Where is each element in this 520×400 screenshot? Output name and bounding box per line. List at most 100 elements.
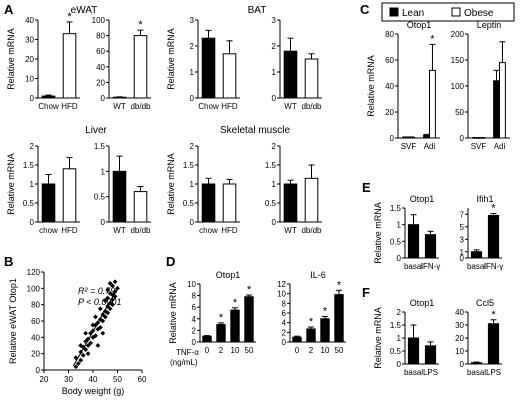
y-tick-label: 20 [455,334,464,343]
scatter-point [107,290,113,296]
chart-title: Otop1 [407,20,432,30]
chart-a-sk-gen: 0 0.5 1 1.5 2 WT db/db [265,142,322,235]
y-tick-label: 4 [192,315,197,324]
chart-a-bat-diet: 0 1 2 3 Relative mRNA Chow HFD [166,16,240,111]
significance-marker: * [337,279,342,291]
x-tick-label: 0 [205,346,210,355]
scatter-point [75,361,81,366]
chart-f-ccl5: 0 10 20 30 40 Ccl5 basal * LPS [455,298,502,377]
y-tick-label: 2 [30,142,35,151]
y-tick-label: 2 [282,328,287,337]
x-tick-label: 50 [113,375,122,384]
significance-marker: * [219,312,224,324]
scatter-point [88,340,93,346]
y-tick-label: 0 [101,218,106,227]
legend-label-lean: Lean [402,8,424,19]
r-squared: R² = 0.79 [78,286,115,296]
x-tick-label: basal [404,368,423,377]
x-tick-label: 30 [64,375,73,384]
legend-label-obese: Obese [464,8,494,19]
x-tick-label: SVF [471,142,487,151]
x-tick-label: basal [467,262,486,271]
bar [202,335,212,343]
y-tick-label: 0.5 [390,347,402,356]
y-tick-label: 4 [282,319,287,328]
y-axis-label: Relative mRNA [373,202,383,264]
bar [244,296,254,343]
bar [112,170,127,223]
chart-title: IL-6 [310,270,326,280]
y-tick-label: 3 [460,235,465,244]
legend-box [381,2,515,22]
x-tick-label: 10 [321,346,330,355]
y-tick-label: 30 [25,36,34,45]
bar [407,337,420,365]
bar [304,177,319,223]
y-tick-label: 150 [451,56,465,65]
bar [320,318,330,343]
y-tick-label: 0 [397,254,402,263]
y-tick-label: 60 [96,47,105,56]
chart-a-bat-gen: 0 1 2 3 WT db/db [272,16,323,111]
y-tick-label: 2 [190,142,195,151]
panel-label-b: B [4,254,13,269]
y-tick-label: 1 [272,180,277,189]
y-tick-label: 8 [282,299,287,308]
y-tick-label: 0 [190,218,195,227]
bar [112,96,127,99]
x-tick-label: HFD [61,226,78,235]
chart-title: Ifih1 [476,194,493,204]
x-tick-label: WT [284,102,297,111]
y-tick-label: 0 [192,338,197,347]
x-tick-label: Chow [38,102,59,111]
y-tick-label: 200 [451,30,465,39]
x-tick-label: Adi [494,142,506,151]
y-tick-label: 2 [272,42,277,51]
treatment-label: TNF-α [176,348,199,357]
chart-a-sk-diet: 0 0.5 1 1.5 2 Relative mRNA chow HFD [166,142,240,235]
x-tick-label: 0 [295,346,300,355]
bar [499,62,506,139]
x-tick-label: 2 [309,346,314,355]
bar [306,328,316,343]
bar [222,53,237,99]
x-tick-label: db/db [130,102,151,111]
x-tick-label: HFD [221,102,238,111]
y-tick-label: 0 [397,360,402,369]
bar [41,95,56,99]
y-tick-label: 1.5 [390,204,402,213]
bar [493,80,500,139]
bar [470,251,483,259]
y-tick-label: 40 [96,63,105,72]
legend: Lean Obese [381,2,515,22]
bar [216,324,226,343]
scatter-point [73,364,79,370]
y-tick-label: 20 [96,78,105,87]
y-tick-label: 0 [282,338,287,347]
scatter-point [105,287,111,293]
legend-swatch-obese [451,7,461,17]
chart-c-otop1: 0 20 40 60 80 Otop1 Relative mRNA SVF * Adi [366,20,440,151]
x-tick-label: SVF [401,142,417,151]
y-tick-label: 1 [460,248,465,257]
y-tick-label: 80 [96,32,105,41]
scatter-point [85,343,91,348]
y-tick-label: 30 [455,321,464,330]
significance-marker: * [491,309,496,321]
significance-marker: * [323,305,328,317]
x-tick-label: IFN-γ [484,262,504,271]
y-tick-label: 1 [190,68,195,77]
scatter-point [78,357,84,363]
title-bat: BAT [248,5,267,16]
scatter-point [85,351,91,357]
bar [334,294,344,343]
x-tick-label: 2 [219,346,224,355]
scatter-point [93,314,98,320]
y-tick-label: 40 [385,82,394,91]
significance-marker: * [247,284,252,296]
x-tick-label: LPS [423,368,438,377]
x-tick-label: 50 [245,346,254,355]
scatter-point [97,306,103,312]
